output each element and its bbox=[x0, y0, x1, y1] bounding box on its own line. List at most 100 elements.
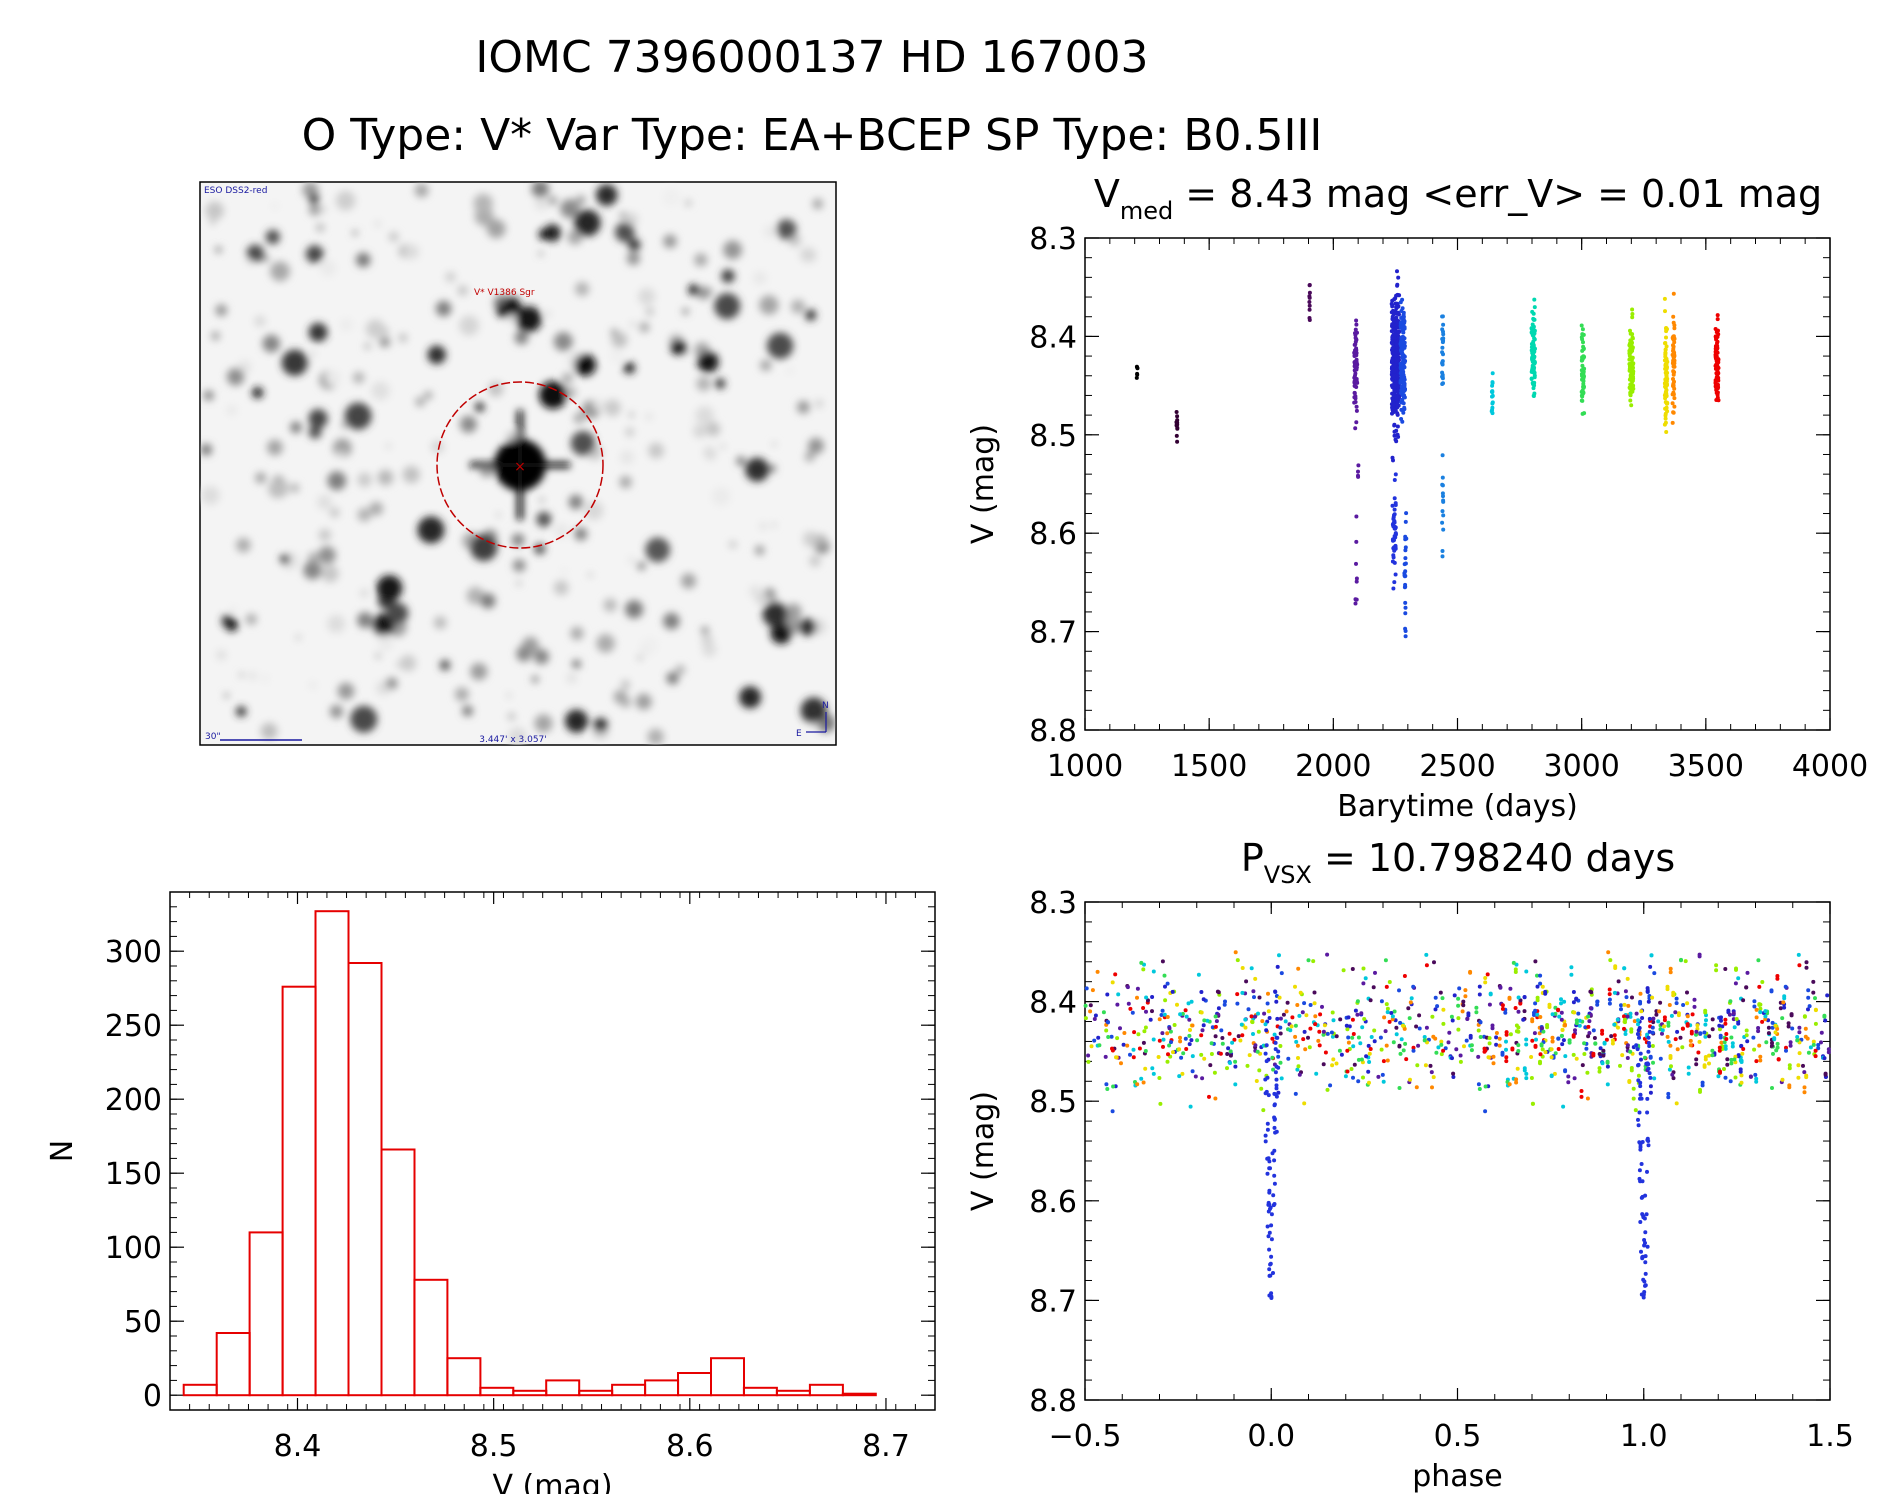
data-point bbox=[1390, 341, 1395, 346]
data-point bbox=[1788, 1040, 1793, 1045]
data-point bbox=[1764, 1040, 1769, 1045]
data-point bbox=[1758, 1054, 1763, 1059]
data-point bbox=[1394, 1032, 1399, 1037]
data-point bbox=[1230, 1040, 1235, 1045]
data-point bbox=[1279, 1076, 1284, 1081]
data-point bbox=[1110, 980, 1115, 985]
data-point bbox=[1168, 1029, 1173, 1034]
data-point bbox=[1689, 1031, 1694, 1036]
data-point bbox=[1532, 337, 1537, 342]
data-point bbox=[1135, 1082, 1140, 1087]
data-point bbox=[1312, 1001, 1317, 1006]
finder-star bbox=[787, 368, 793, 373]
data-point bbox=[1638, 1179, 1643, 1184]
data-point bbox=[1325, 952, 1330, 957]
data-point bbox=[1097, 1043, 1102, 1048]
finder-star bbox=[470, 533, 498, 562]
data-point bbox=[1766, 1031, 1771, 1036]
finder-star bbox=[424, 391, 433, 400]
data-point bbox=[1559, 997, 1563, 1002]
data-point bbox=[1352, 1062, 1357, 1067]
finder-star bbox=[211, 331, 220, 341]
data-point bbox=[1627, 368, 1632, 373]
data-point bbox=[1383, 1029, 1388, 1034]
data-point bbox=[1668, 970, 1673, 975]
finder-star bbox=[236, 537, 251, 553]
data-point bbox=[1666, 1023, 1671, 1028]
data-point bbox=[1549, 1047, 1554, 1052]
data-point bbox=[1113, 972, 1118, 977]
data-point bbox=[1139, 960, 1144, 965]
y-axis-label: V (mag) bbox=[966, 1091, 1001, 1211]
finder-star bbox=[762, 601, 788, 627]
data-point bbox=[1441, 1021, 1446, 1026]
data-point bbox=[1775, 1026, 1780, 1031]
data-point bbox=[1137, 1046, 1142, 1051]
histogram-bar bbox=[182, 1383, 218, 1397]
data-point bbox=[1545, 1023, 1550, 1027]
data-point bbox=[1671, 355, 1676, 360]
data-point bbox=[1463, 988, 1468, 993]
data-point bbox=[1111, 1084, 1116, 1089]
data-point bbox=[1638, 1084, 1643, 1089]
x-tick-label: 4000 bbox=[1792, 749, 1868, 784]
data-point bbox=[1394, 342, 1399, 347]
finder-star bbox=[369, 501, 384, 516]
data-point bbox=[1393, 531, 1398, 536]
data-point bbox=[1488, 992, 1493, 997]
data-point bbox=[1354, 561, 1358, 566]
data-point bbox=[1522, 995, 1527, 999]
data-point bbox=[1813, 1008, 1818, 1013]
data-point bbox=[1151, 1037, 1156, 1042]
data-point bbox=[1253, 1014, 1258, 1019]
data-point bbox=[1263, 1022, 1268, 1027]
data-point bbox=[1391, 374, 1396, 379]
data-point bbox=[1725, 1057, 1730, 1062]
data-point bbox=[1702, 1064, 1707, 1069]
data-point bbox=[1345, 1069, 1350, 1074]
data-point bbox=[1729, 1035, 1734, 1040]
data-point bbox=[1628, 1049, 1633, 1054]
finder-star bbox=[414, 183, 429, 198]
finder-star bbox=[593, 717, 608, 733]
data-point bbox=[1115, 1002, 1120, 1007]
data-point bbox=[1796, 1075, 1801, 1080]
data-point bbox=[1411, 984, 1416, 989]
data-point bbox=[1440, 549, 1445, 553]
data-point bbox=[1392, 388, 1397, 393]
finder-star bbox=[350, 705, 378, 733]
data-point bbox=[1468, 1035, 1473, 1040]
histogram-bar bbox=[742, 1386, 778, 1397]
histogram-bar bbox=[644, 1379, 680, 1397]
data-point bbox=[1622, 966, 1627, 971]
data-point bbox=[1752, 1004, 1757, 1009]
data-point bbox=[1516, 995, 1521, 1000]
data-point bbox=[1563, 1054, 1568, 1059]
data-point bbox=[1612, 1033, 1617, 1038]
finder-star bbox=[321, 565, 339, 583]
data-point bbox=[1390, 503, 1395, 508]
data-point bbox=[1610, 1041, 1615, 1046]
data-point bbox=[1477, 992, 1482, 997]
data-point bbox=[1490, 401, 1495, 406]
data-point bbox=[1584, 1046, 1589, 1051]
data-point bbox=[1213, 1096, 1218, 1101]
data-point bbox=[1654, 1012, 1659, 1017]
data-point bbox=[1556, 1036, 1561, 1041]
data-point bbox=[1134, 375, 1139, 380]
data-point bbox=[1367, 1051, 1372, 1056]
data-point bbox=[1088, 1003, 1093, 1008]
figure-subtitle: O Type: V* Var Type: EA+BCEP SP Type: B0… bbox=[302, 110, 1323, 161]
data-point bbox=[1399, 335, 1404, 340]
data-point bbox=[1390, 1014, 1395, 1019]
finder-star bbox=[774, 598, 779, 603]
data-point bbox=[1089, 1044, 1094, 1049]
data-point bbox=[1729, 1061, 1734, 1066]
finder-star bbox=[439, 659, 451, 671]
x-tick-label: 1000 bbox=[1047, 749, 1123, 784]
data-point bbox=[1631, 1086, 1636, 1091]
data-point bbox=[1379, 999, 1384, 1004]
data-point bbox=[1826, 1047, 1831, 1052]
data-point bbox=[1306, 958, 1311, 963]
